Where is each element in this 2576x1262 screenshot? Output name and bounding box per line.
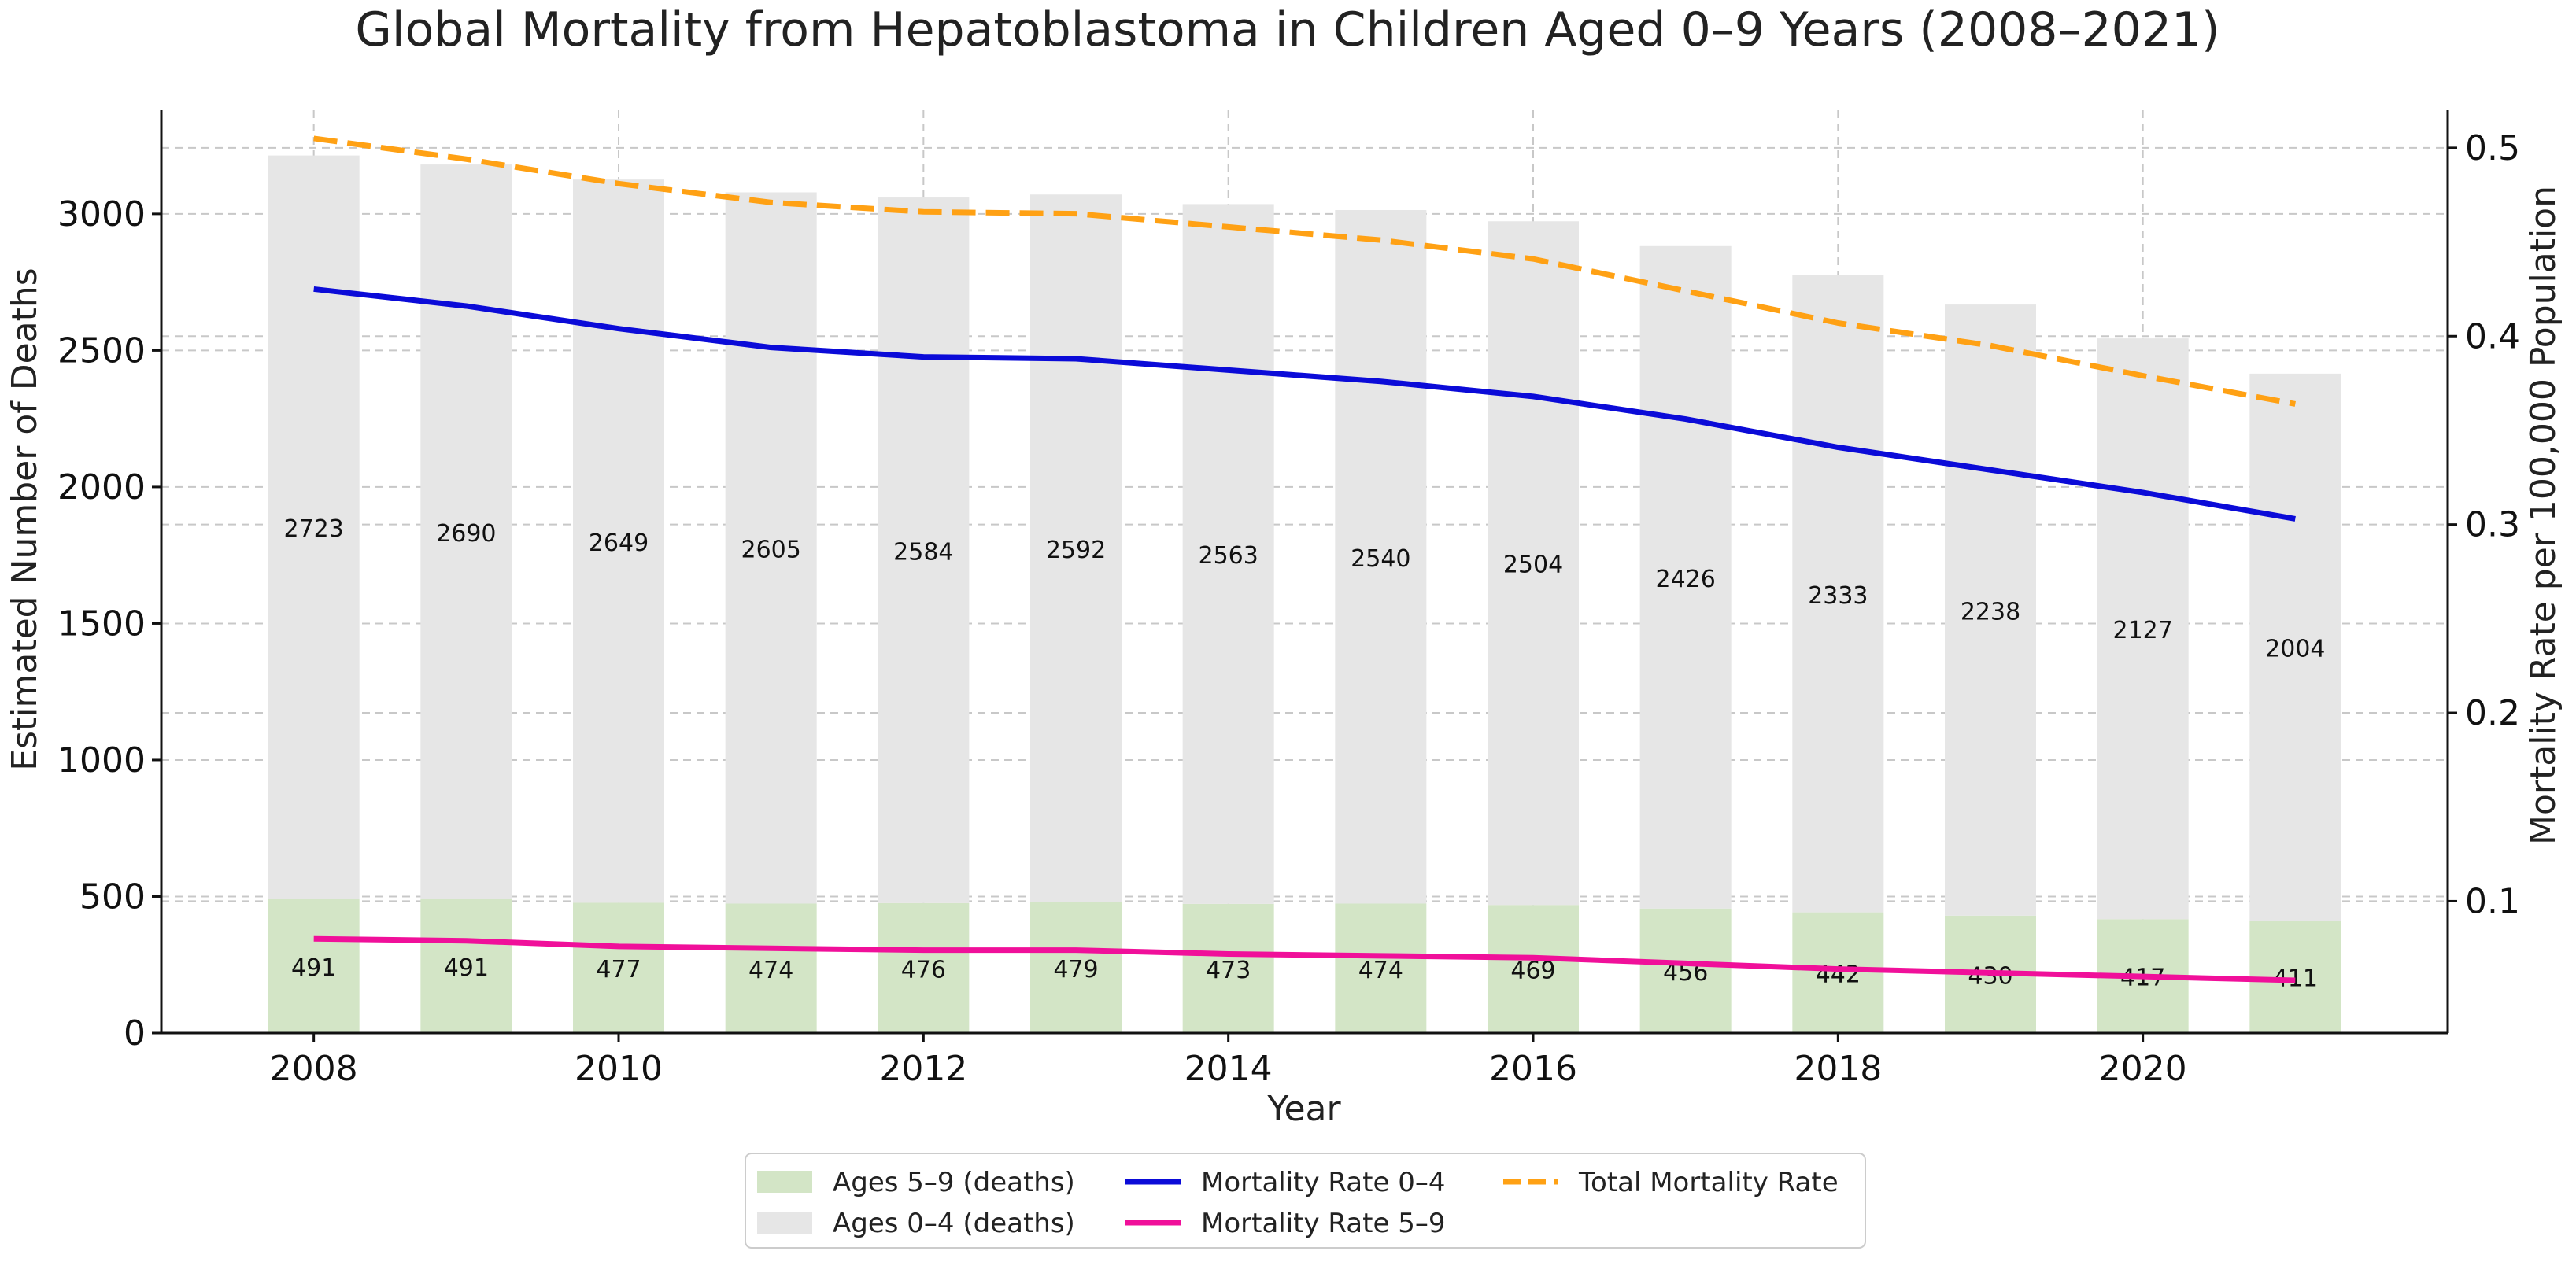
line-mortality-rate-0-4: [313, 286, 2296, 522]
y2-tick-label: 0.1: [2465, 881, 2520, 921]
bar-ages-5-9: [268, 899, 360, 1033]
bar-label-ages-0-4: 2605: [741, 536, 800, 563]
bar-label-ages-0-4: 2584: [893, 538, 953, 566]
bar-label-ages-5-9: 479: [1053, 956, 1098, 983]
chart-title: Global Mortality from Hepatoblastoma in …: [355, 2, 2219, 57]
bar-label-ages-5-9: 476: [901, 956, 946, 983]
line-mortality-rate-5-9: [313, 935, 2296, 983]
bar-label-ages-0-4: 2592: [1046, 537, 1106, 564]
bar-label-ages-5-9: 491: [444, 954, 489, 982]
bar-ages-0-4: [1335, 210, 1427, 904]
bar-label-ages-5-9: 473: [1206, 957, 1251, 984]
y2-tick-label: 0.4: [2465, 316, 2520, 356]
bar-label-ages-0-4: 2238: [1961, 598, 2020, 625]
bar-label-ages-5-9: 491: [291, 954, 336, 982]
y-tick-label: 1500: [57, 603, 146, 644]
x-tick-label: 2020: [2099, 1049, 2187, 1089]
bar-ages-0-4: [1488, 221, 1579, 906]
bar-ages-5-9: [1030, 902, 1122, 1033]
bars-layer: [268, 155, 2341, 1033]
bar-ages-5-9: [1182, 903, 1274, 1033]
bar-label-ages-5-9: 469: [1510, 958, 1555, 985]
y2-tick-label: 0.3: [2465, 505, 2520, 545]
y-tick-label: 3000: [57, 194, 146, 234]
y-tick-label: 500: [79, 876, 146, 917]
y2-axis-label: Mortality Rate per 100,000 Population: [2523, 186, 2563, 845]
legend-ages-5-9-deaths-swatch: [757, 1171, 812, 1193]
x-tick-label: 2016: [1489, 1049, 1577, 1089]
bar-label-ages-0-4: 2004: [2265, 636, 2325, 663]
lines-layer: [313, 135, 2296, 983]
bar-ages-0-4: [420, 164, 512, 899]
x-axis-label: Year: [1266, 1089, 1341, 1129]
bar-ages-5-9: [1639, 908, 1732, 1033]
bar-ages-0-4: [878, 197, 970, 903]
bar-label-ages-0-4: 2563: [1198, 542, 1258, 570]
x-tick-label: 2014: [1185, 1049, 1273, 1089]
x-tick-label: 2008: [270, 1049, 358, 1089]
bar-ages-5-9: [725, 903, 817, 1033]
bar-label-ages-0-4: 2127: [2112, 617, 2172, 644]
y-tick-label: 2000: [57, 467, 146, 507]
bar-label-ages-0-4: 2504: [1503, 552, 1563, 579]
bar-ages-5-9: [1792, 912, 1884, 1033]
y-tick-label: 0: [124, 1013, 146, 1054]
x-tick-label: 2018: [1794, 1049, 1882, 1089]
legend-mortality-rate-5-9-label: Mortality Rate 5–9: [1201, 1208, 1445, 1239]
x-tick-label: 2012: [879, 1049, 967, 1089]
legend-ages-0-4-deaths-swatch: [757, 1212, 812, 1234]
bar-ages-0-4: [1792, 275, 1884, 913]
bar-label-ages-0-4: 2690: [436, 520, 496, 548]
bar-ages-0-4: [1639, 245, 1732, 909]
bar-label-ages-0-4: 2649: [589, 530, 649, 557]
bar-ages-5-9: [878, 902, 970, 1033]
bar-label-ages-5-9: 474: [1358, 957, 1403, 984]
bar-label-ages-5-9: 474: [748, 957, 793, 984]
bar-label-ages-0-4: 2333: [1808, 582, 1868, 610]
bar-ages-0-4: [1182, 204, 1274, 904]
y-tick-label: 1000: [57, 740, 146, 780]
bar-ages-5-9: [573, 902, 664, 1033]
bar-label-ages-0-4: 2540: [1351, 545, 1410, 573]
bar-ages-0-4: [573, 179, 664, 903]
legend-ages-5-9-deaths-label: Ages 5–9 (deaths): [833, 1167, 1075, 1198]
bar-label-ages-0-4: 2723: [283, 515, 343, 543]
y2-tick-label: 0.5: [2465, 128, 2520, 168]
bar-label-ages-5-9: 430: [1968, 962, 2012, 990]
bar-label-ages-5-9: 477: [596, 956, 641, 983]
legend-mortality-rate-0-4-label: Mortality Rate 0–4: [1201, 1167, 1445, 1198]
x-tick-label: 2010: [575, 1049, 663, 1089]
bar-ages-0-4: [1030, 194, 1122, 902]
bar-ages-0-4: [725, 192, 817, 904]
bar-label-ages-0-4: 2426: [1655, 566, 1715, 593]
y-tick-label: 2500: [57, 330, 146, 371]
bar-label-ages-5-9: 442: [1816, 961, 1861, 988]
legend-ages-0-4-deaths-label: Ages 0–4 (deaths): [833, 1208, 1075, 1239]
bar-ages-5-9: [1488, 905, 1579, 1033]
bar-ages-5-9: [420, 899, 512, 1033]
y2-tick-label: 0.2: [2465, 693, 2520, 733]
bar-ages-0-4: [268, 155, 360, 899]
y-axis-label: Estimated Number of Deaths: [5, 268, 45, 770]
bar-ages-0-4: [2097, 338, 2189, 920]
bar-labels-layer: 491 2723 491 2690 477 2649 474 2605 476 2584 479 25…: [283, 515, 2325, 993]
axes-layer: 0 500 1000 1500 2000 2500 3000 0.1 0.2 0.3 0.4 0.5 2…: [57, 110, 2520, 1089]
legend-total-mortality-rate-label: Total Mortality Rate: [1578, 1167, 1839, 1198]
bar-ages-0-4: [1945, 304, 2036, 916]
bar-ages-5-9: [1335, 903, 1427, 1033]
legend-box: [745, 1153, 1866, 1249]
legend: Ages 5–9 (deaths) Ages 0–4 (deaths) Mortal…: [745, 1153, 1866, 1249]
line-total-mortality-rate: [313, 135, 2296, 407]
bar-ages-0-4: [2249, 373, 2341, 921]
